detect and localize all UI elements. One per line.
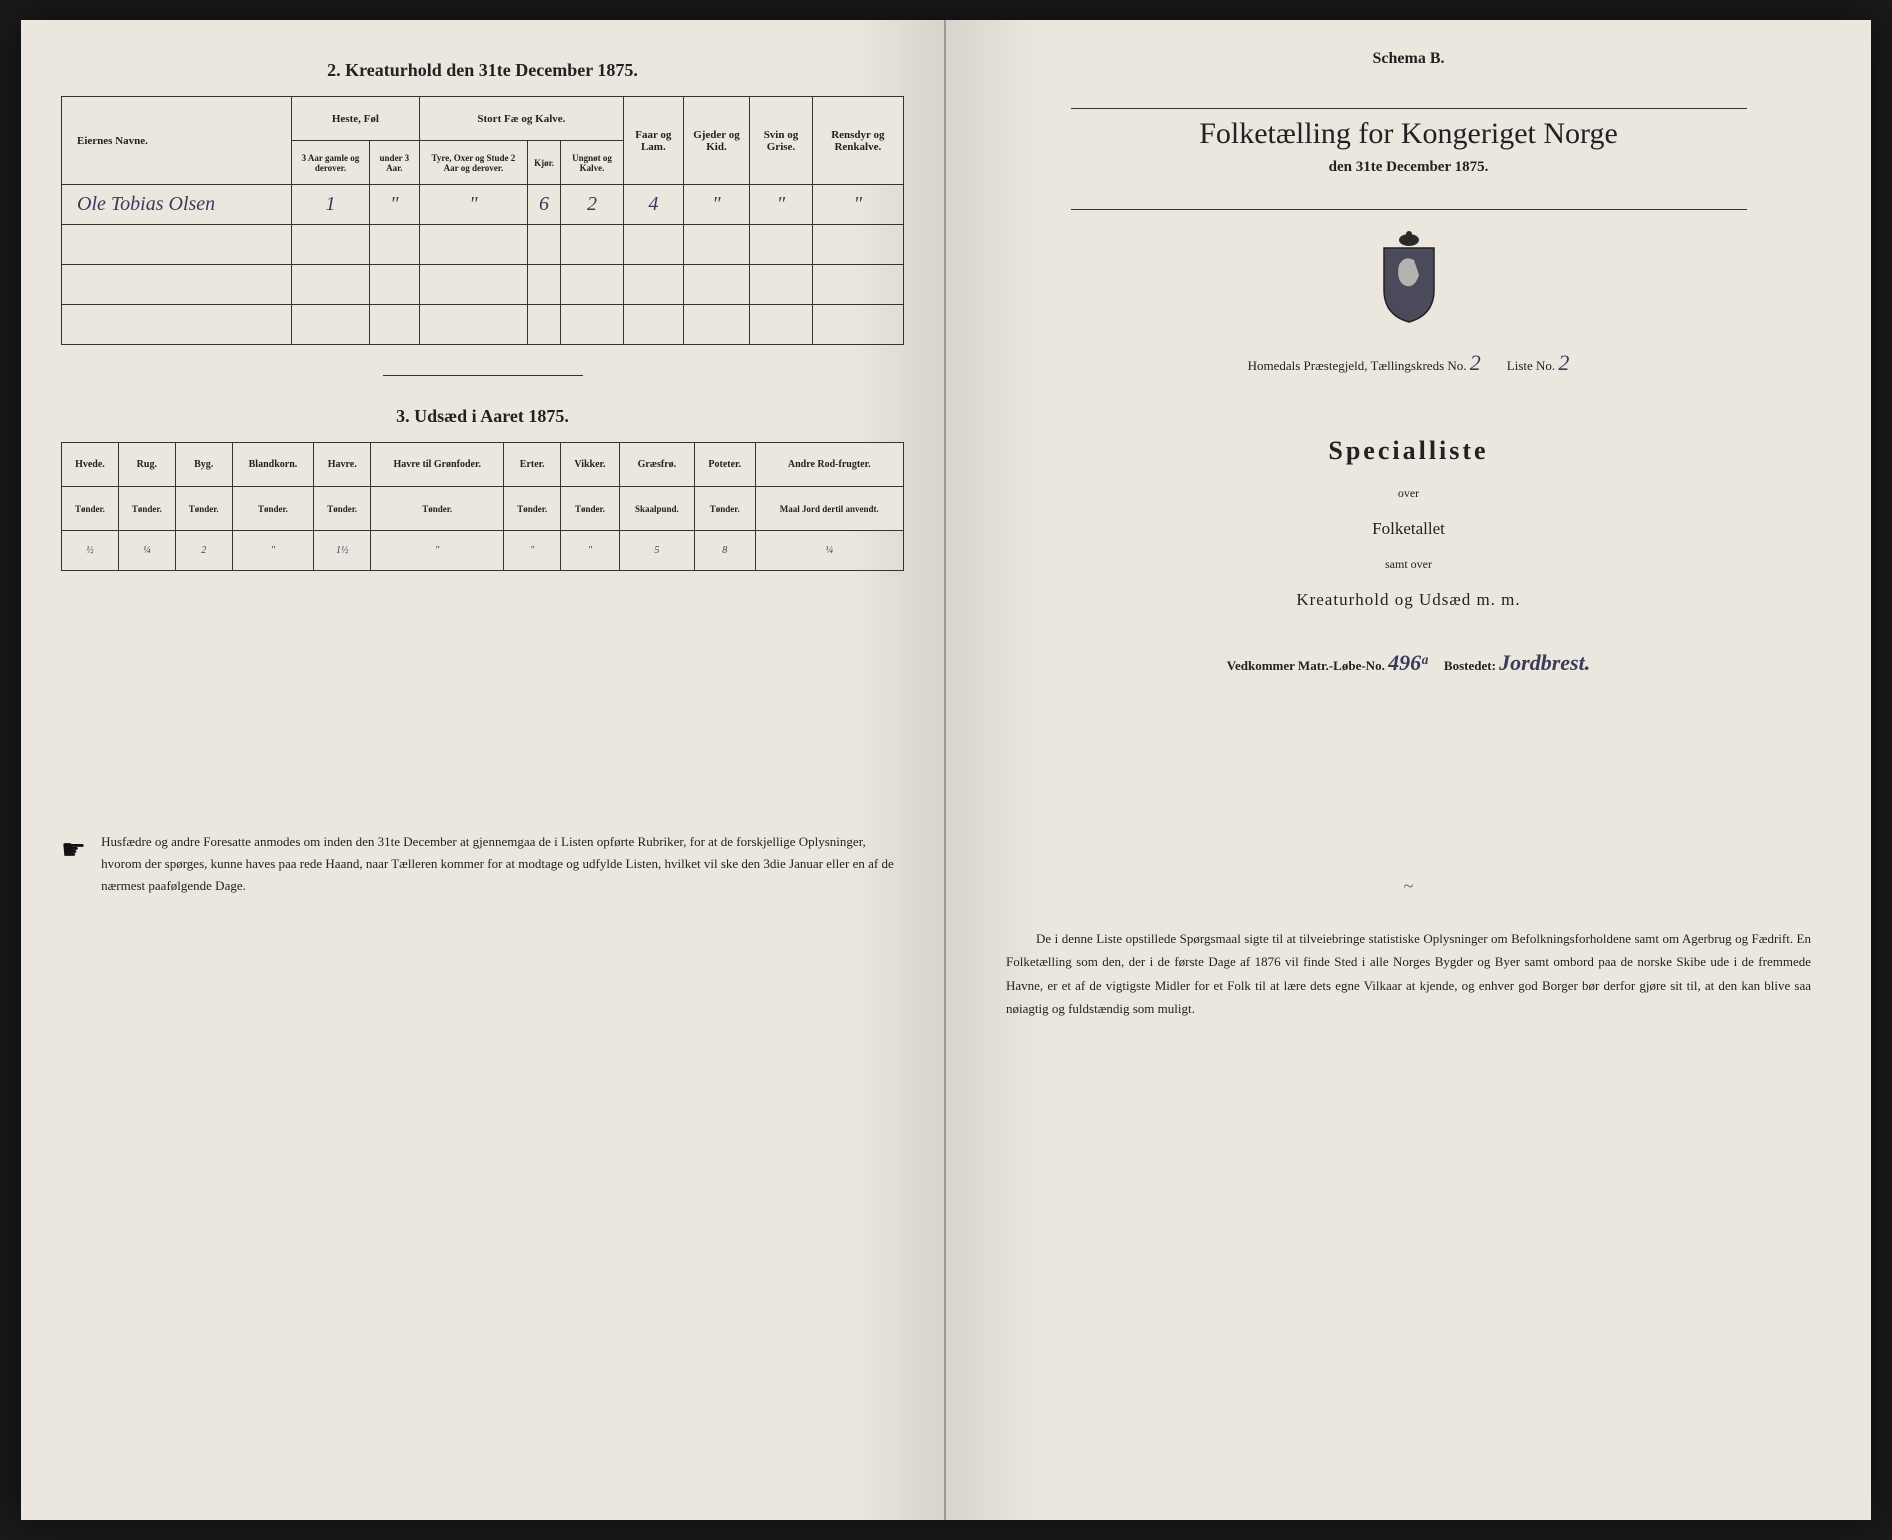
cell: 2: [175, 531, 232, 571]
cell: ": [369, 185, 419, 225]
t3h: Blandkorn.: [232, 443, 314, 487]
table-row: ½ ¼ 2 " 1½ " " " 5 8 ¼: [62, 531, 904, 571]
liste-no: 2: [1558, 350, 1569, 375]
bottom-paragraph: De i denne Liste opstillede Spørgsmaal s…: [986, 927, 1831, 1021]
table-row: Ole Tobias Olsen 1 " " 6 2 4 " " ": [62, 185, 904, 225]
cell: ½: [62, 531, 119, 571]
specialliste-title: Specialliste: [986, 436, 1831, 466]
parish-prefix: Homedals Præstegjeld, Tællingskreds No.: [1248, 358, 1467, 373]
cell: ¼: [118, 531, 175, 571]
t3s: Tønder.: [175, 487, 232, 531]
sub-h4: Kjør.: [528, 141, 561, 185]
col-gjeder: Gjeder og Kid.: [683, 97, 750, 185]
parish-line: Homedals Præstegjeld, Tællingskreds No. …: [986, 350, 1831, 376]
cell: ": [419, 185, 527, 225]
folketallet: Folketallet: [986, 519, 1831, 539]
t3h: Poteter.: [695, 443, 756, 487]
cell: 1: [292, 185, 370, 225]
flourish-mark: ~: [986, 876, 1831, 897]
cell: 2: [561, 185, 624, 225]
vedkommer-line: Vedkommer Matr.-Løbe-No. 496ᵃ Bostedet: …: [986, 650, 1831, 676]
left-page: 2. Kreaturhold den 31te December 1875. E…: [21, 20, 946, 1520]
subtitle: den 31te December 1875.: [1071, 159, 1747, 176]
t3h: Hvede.: [62, 443, 119, 487]
col-rensdyr: Rensdyr og Renkalve.: [812, 97, 903, 185]
t3s: Tønder.: [232, 487, 314, 531]
kreds-no: 2: [1470, 350, 1481, 375]
samt-over: samt over: [986, 557, 1831, 572]
col-faar: Faar og Lam.: [624, 97, 684, 185]
title-banner: Folketælling for Kongeriget Norge den 31…: [1071, 108, 1747, 210]
cell: 6: [528, 185, 561, 225]
bostedet-label: Bostedet:: [1444, 658, 1496, 673]
kreatur-line: Kreaturhold og Udsæd m. m.: [986, 590, 1831, 610]
liste-label: Liste No.: [1507, 358, 1555, 373]
matr-no: 496ᵃ: [1388, 650, 1428, 675]
cell: ": [561, 531, 620, 571]
t3h: Havre.: [314, 443, 371, 487]
t3s: Tønder.: [695, 487, 756, 531]
over-text: over: [986, 486, 1831, 501]
t3h: Erter.: [504, 443, 561, 487]
t3h: Byg.: [175, 443, 232, 487]
book-spread: 2. Kreaturhold den 31te December 1875. E…: [21, 20, 1871, 1520]
cell: ": [232, 531, 314, 571]
sub-h2: under 3 Aar.: [369, 141, 419, 185]
t3h: Græsfrø.: [619, 443, 694, 487]
cell: ": [371, 531, 504, 571]
t3s: Tønder.: [504, 487, 561, 531]
t3h: Andre Rod-frugter.: [755, 443, 904, 487]
group-horses: Heste, Føl: [292, 97, 420, 141]
cell: ": [750, 185, 812, 225]
owner-header: Eiernes Navne.: [62, 97, 292, 185]
cell: 5: [619, 531, 694, 571]
group-cattle: Stort Fæ og Kalve.: [419, 97, 623, 141]
t3s: Tønder.: [371, 487, 504, 531]
cell: ": [504, 531, 561, 571]
notice-text: Husfædre og andre Foresatte anmodes om i…: [101, 831, 904, 897]
t3s: Maal Jord dertil anvendt.: [755, 487, 904, 531]
owner-name: Ole Tobias Olsen: [62, 185, 292, 225]
cell: 4: [624, 185, 684, 225]
t3s: Tønder.: [62, 487, 119, 531]
cell: ¼: [755, 531, 904, 571]
livestock-table: Eiernes Navne. Heste, Føl Stort Fæ og Ka…: [61, 96, 904, 345]
vedkommer-prefix: Vedkommer Matr.-Løbe-No.: [1227, 658, 1385, 673]
coat-of-arms-icon: [1374, 230, 1444, 325]
col-svin: Svin og Grise.: [750, 97, 812, 185]
main-title: Folketælling for Kongeriget Norge: [1071, 117, 1747, 151]
sub-h3: Tyre, Oxer og Stude 2 Aar og derover.: [419, 141, 527, 185]
t3s: Tønder.: [561, 487, 620, 531]
table-row: [62, 225, 904, 265]
cell: ": [812, 185, 903, 225]
section-2-title: 2. Kreaturhold den 31te December 1875.: [61, 60, 904, 81]
notice-block: ☛ Husfædre og andre Foresatte anmodes om…: [61, 831, 904, 897]
t3h: Rug.: [118, 443, 175, 487]
t3s: Tønder.: [118, 487, 175, 531]
sub-h5: Ungnøt og Kalve.: [561, 141, 624, 185]
t3s: Tønder.: [314, 487, 371, 531]
bostedet-value: Jordbrest.: [1499, 650, 1590, 675]
sub-h1: 3 Aar gamle og derover.: [292, 141, 370, 185]
section-3-title: 3. Udsæd i Aaret 1875.: [61, 406, 904, 427]
t3h: Havre til Grønfoder.: [371, 443, 504, 487]
cell: 8: [695, 531, 756, 571]
seed-table: Hvede. Rug. Byg. Blandkorn. Havre. Havre…: [61, 442, 904, 571]
pointing-hand-icon: ☛: [61, 827, 86, 897]
table-row: [62, 305, 904, 345]
t3s: Skaalpund.: [619, 487, 694, 531]
table-row: [62, 265, 904, 305]
cell: ": [683, 185, 750, 225]
t3h: Vikker.: [561, 443, 620, 487]
schema-label: Schema B.: [986, 50, 1831, 68]
cell: 1½: [314, 531, 371, 571]
divider: [383, 375, 583, 376]
right-page: Schema B. Folketælling for Kongeriget No…: [946, 20, 1871, 1520]
